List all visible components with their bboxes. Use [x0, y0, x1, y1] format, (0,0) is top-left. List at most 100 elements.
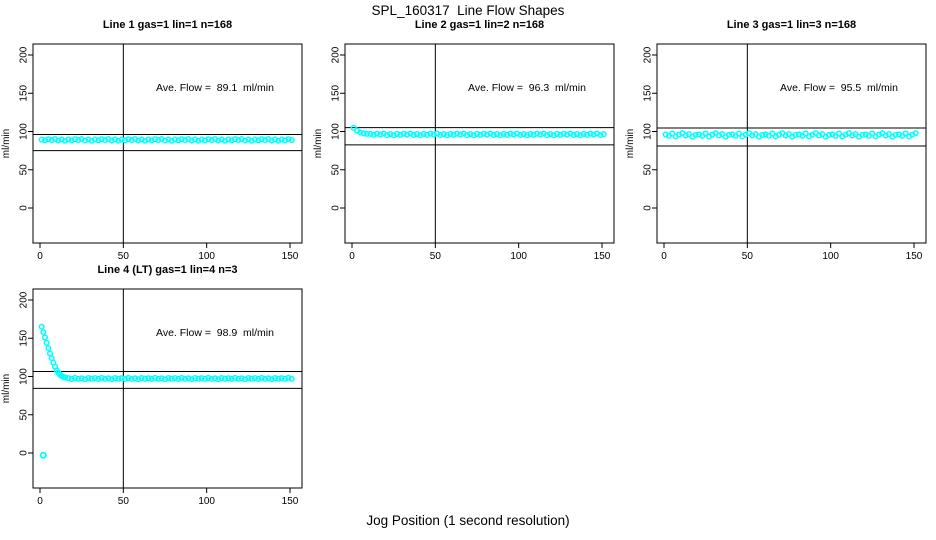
data-point — [563, 131, 571, 138]
data-point — [141, 375, 149, 382]
data-point — [493, 131, 501, 138]
x-axis-figure-label: Jog Position (1 second resolution) — [366, 513, 570, 528]
y-tick-label: 50 — [19, 164, 30, 176]
data-point — [725, 131, 733, 138]
data-point — [450, 131, 457, 138]
data-point — [95, 375, 102, 382]
data-point — [537, 131, 544, 138]
data-point — [583, 131, 591, 138]
subplot-line-1-plot-area: 0 50 100 150 200 0 50 100 150 ml/min — [1, 43, 303, 262]
data-point — [825, 131, 833, 138]
data-point — [477, 131, 484, 138]
data-point — [500, 130, 507, 137]
data-point — [98, 136, 105, 143]
subplot-line-4: 0 50 100 150 200 0 50 100 150 ml/min Line 4 (LT) … — [0, 245, 312, 510]
data-point — [288, 137, 295, 144]
data-point — [278, 375, 285, 382]
data-point — [65, 375, 72, 382]
data-point — [155, 375, 162, 382]
data-point — [248, 137, 255, 144]
data-point — [75, 137, 82, 144]
data-point — [553, 130, 561, 137]
data-point — [547, 131, 554, 138]
data-point — [118, 136, 125, 143]
data-point — [125, 136, 132, 143]
y-tick-label: 200 — [19, 46, 30, 63]
data-point — [101, 137, 109, 144]
data-point — [235, 375, 242, 382]
data-point — [288, 375, 295, 382]
x-tick-label: 50 — [742, 251, 754, 262]
data-point — [138, 375, 145, 382]
data-point — [45, 345, 52, 352]
data-point — [135, 376, 142, 383]
data-point — [155, 137, 162, 144]
subplot-line-1-ave-flow-annotation: Ave. Flow = 89.1 ml/min — [156, 82, 274, 94]
data-point — [201, 375, 209, 382]
x-tick-label: 0 — [349, 251, 355, 262]
x-tick-label: 50 — [118, 251, 130, 262]
data-point — [258, 136, 265, 143]
data-point — [557, 131, 564, 138]
data-point — [517, 131, 524, 139]
x-tick-label: 50 — [430, 251, 442, 262]
data-point — [278, 136, 285, 143]
data-point — [128, 375, 135, 382]
data-point — [145, 136, 152, 143]
data-point — [457, 131, 464, 138]
x-tick-label: 0 — [37, 496, 43, 507]
x-tick-label: 100 — [822, 251, 839, 262]
data-point — [463, 131, 471, 139]
data-point — [430, 131, 437, 138]
data-point — [198, 136, 205, 143]
data-point — [221, 375, 229, 382]
y-tick-label: 150 — [643, 84, 654, 101]
data-point — [400, 130, 407, 137]
subplot-line-2-ave-flow-annotation: Ave. Flow = 96.3 ml/min — [468, 82, 586, 94]
subplot-line-1: 0 50 100 150 200 0 50 100 150 ml/min Line 1 gas=1… — [0, 0, 312, 265]
data-point — [71, 374, 79, 382]
data-point — [597, 131, 604, 139]
data-point — [91, 375, 99, 382]
data-point — [413, 131, 421, 138]
data-point — [131, 375, 139, 382]
data-point — [118, 375, 125, 382]
data-point — [393, 130, 401, 137]
data-point — [510, 131, 517, 138]
data-point — [108, 137, 115, 144]
data-point — [285, 374, 292, 382]
data-point — [55, 137, 62, 144]
subplot-line-2-plot-area: 0 50 100 150 200 0 50 100 150 ml/min — [313, 43, 615, 262]
data-point — [285, 136, 292, 143]
data-point — [560, 130, 567, 137]
data-point — [587, 130, 594, 137]
data-point — [95, 137, 102, 144]
data-point — [98, 374, 105, 382]
data-point — [215, 137, 222, 144]
data-point — [387, 131, 394, 138]
data-point — [427, 130, 434, 137]
data-point — [40, 329, 47, 336]
data-point — [148, 375, 155, 382]
x-tick-label: 50 — [118, 496, 130, 507]
data-point — [573, 131, 581, 138]
outlier-point — [39, 451, 47, 459]
data-point — [148, 137, 155, 144]
data-point — [165, 375, 172, 382]
y-tick-label: 0 — [19, 205, 30, 211]
data-point — [171, 136, 179, 143]
data-point — [527, 130, 534, 137]
data-point — [61, 137, 69, 144]
x-tick-label: 150 — [594, 251, 611, 262]
data-point — [251, 375, 259, 382]
data-point — [218, 375, 225, 382]
data-point — [168, 137, 175, 144]
y-tick-label: 200 — [331, 46, 342, 63]
data-point — [238, 375, 245, 382]
x-tick-label: 100 — [198, 496, 215, 507]
data-point — [225, 136, 232, 143]
data-point — [383, 131, 391, 139]
data-point — [265, 375, 272, 382]
data-point — [268, 376, 275, 383]
data-point — [181, 137, 189, 144]
